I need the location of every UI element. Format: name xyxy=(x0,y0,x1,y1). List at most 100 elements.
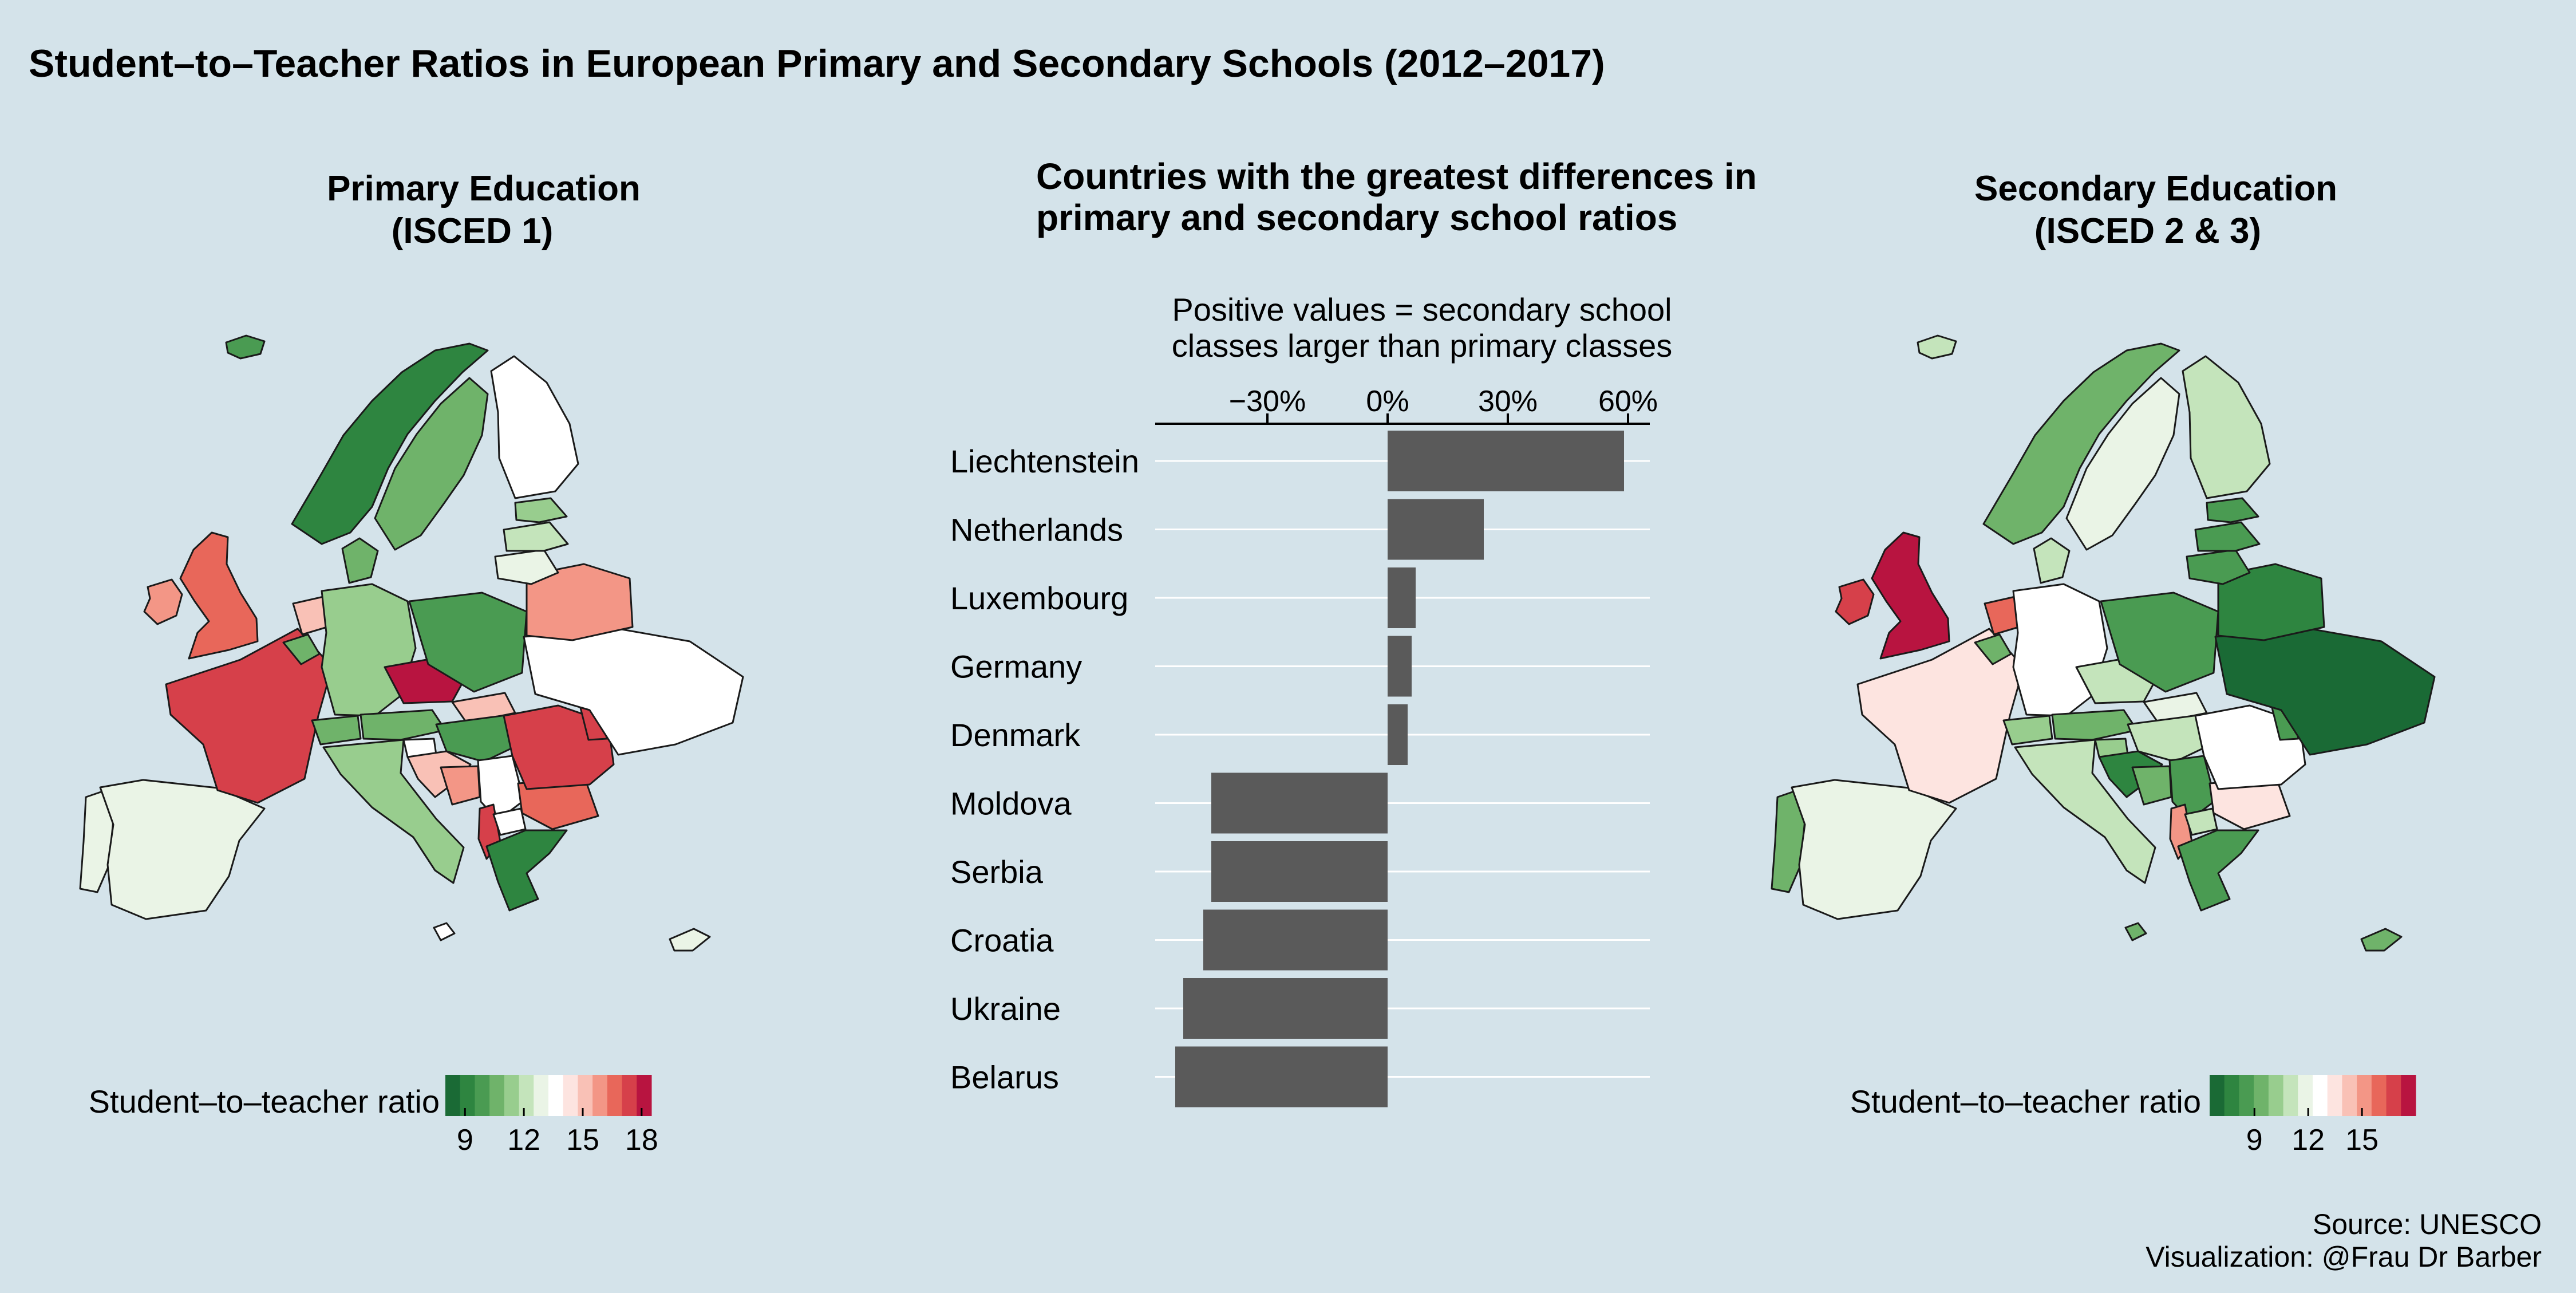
legend-swatch xyxy=(534,1075,549,1116)
legend-swatch xyxy=(2268,1075,2284,1116)
legend-swatch xyxy=(2371,1075,2387,1116)
country-united-kingdom xyxy=(179,531,259,660)
country-macedonia xyxy=(492,807,527,836)
bar-moldova xyxy=(1211,772,1388,834)
legend-tick-label: 12 xyxy=(2291,1124,2325,1157)
legend-swatch xyxy=(504,1075,520,1116)
legend-swatch xyxy=(2224,1075,2239,1116)
country-italy xyxy=(2014,739,2156,884)
bar-category-label-netherlands: Netherlands xyxy=(950,512,1123,548)
legend-swatch xyxy=(2298,1075,2313,1116)
bar-axis-tick-label: 60% xyxy=(1598,385,1658,418)
secondary-legend-ticks: 9 12 15 xyxy=(2246,1108,2379,1157)
country-hungary xyxy=(435,713,523,763)
country-ukraine xyxy=(2214,628,2436,756)
country-belgium xyxy=(1974,633,2012,665)
country-finland xyxy=(490,355,579,499)
primary-map xyxy=(79,334,744,952)
country-cyprus xyxy=(2360,928,2403,952)
legend-tick-label: 9 xyxy=(2246,1124,2263,1157)
secondary-map xyxy=(1771,334,2436,952)
country-belarus xyxy=(2217,563,2325,641)
legend-swatch xyxy=(519,1075,534,1116)
legend-swatch xyxy=(2357,1075,2372,1116)
country-ukraine xyxy=(523,628,744,756)
country-greece xyxy=(485,829,568,912)
bar-luxembourg xyxy=(1388,567,1416,628)
country-spain xyxy=(1791,779,1957,920)
legend-swatch xyxy=(2254,1075,2269,1116)
visualization-caption: Visualization: @Frau Dr Barber xyxy=(2146,1241,2542,1273)
bar-ukraine xyxy=(1183,978,1388,1039)
country-france xyxy=(165,628,333,804)
bar-axis-tick-label: 0% xyxy=(1366,385,1409,418)
secondary-title-line1: Secondary Education xyxy=(1974,169,2337,208)
bar-axis-tick-label: 30% xyxy=(1478,385,1538,418)
legend-swatch xyxy=(2327,1075,2342,1116)
country-denmark xyxy=(2033,537,2071,584)
bar-category-label-belarus: Belarus xyxy=(950,1059,1059,1095)
primary-title-line1: Primary Education xyxy=(327,169,641,208)
legend-tick-label: 15 xyxy=(566,1124,599,1157)
primary-legend-ticks: 9 12 15 18 xyxy=(457,1108,658,1157)
country-belgium xyxy=(282,633,321,665)
legend-tick-label: 18 xyxy=(625,1124,658,1157)
bar-panel-title-line2: primary and secondary school ratios xyxy=(1036,197,1677,238)
country-iceland xyxy=(225,334,266,360)
country-estonia xyxy=(2206,497,2259,523)
bar-category-label-serbia: Serbia xyxy=(950,854,1044,890)
bar-category-label-denmark: Denmark xyxy=(950,717,1081,753)
legend-swatch xyxy=(548,1075,564,1116)
legend-swatch xyxy=(445,1075,461,1116)
country-ireland xyxy=(143,578,183,625)
legend-swatch xyxy=(489,1075,505,1116)
bar-axis-tick-label: −30% xyxy=(1229,385,1306,418)
legend-swatch xyxy=(2239,1075,2254,1116)
country-poland xyxy=(2100,592,2219,693)
primary-panel: Primary Education (ISCED 1) Student–to–t… xyxy=(79,169,744,1157)
bar-croatia xyxy=(1203,909,1388,971)
secondary-panel: Secondary Education (ISCED 2 & 3) Studen… xyxy=(1771,169,2436,1157)
country-sweden xyxy=(2065,377,2180,551)
country-latvia xyxy=(503,521,569,552)
legend-swatch xyxy=(592,1075,608,1116)
country-malta xyxy=(433,922,456,941)
country-malta xyxy=(2124,922,2147,941)
country-switzerland xyxy=(311,715,362,746)
secondary-legend-title: Student–to–teacher ratio xyxy=(1850,1083,2201,1119)
legend-swatch xyxy=(622,1075,637,1116)
country-austria xyxy=(359,709,447,741)
legend-tick-label: 15 xyxy=(2345,1124,2379,1157)
primary-title-line2: (ISCED 1) xyxy=(392,211,553,251)
country-bosnia-and-herzegovina xyxy=(440,765,481,806)
country-greece xyxy=(2177,829,2259,912)
legend-swatch xyxy=(2283,1075,2298,1116)
legend-swatch xyxy=(2342,1075,2357,1116)
country-estonia xyxy=(514,497,568,523)
country-hungary xyxy=(2127,713,2215,763)
country-united-kingdom xyxy=(1871,531,1950,660)
country-belarus xyxy=(526,563,634,641)
country-cyprus xyxy=(669,928,711,952)
bar-panel-title-line1: Countries with the greatest differences … xyxy=(1036,156,1757,197)
country-norway xyxy=(291,342,489,545)
country-sweden xyxy=(374,377,489,551)
bar-serbia xyxy=(1211,841,1388,902)
country-latvia xyxy=(2194,521,2261,552)
legend-swatch xyxy=(2401,1075,2416,1116)
bar-category-label-luxembourg: Luxembourg xyxy=(950,580,1128,616)
legend-swatch xyxy=(460,1075,475,1116)
bar-category-label-germany: Germany xyxy=(950,649,1082,685)
bar-netherlands xyxy=(1388,499,1484,560)
bar-series xyxy=(1175,431,1624,1107)
bar-category-label-croatia: Croatia xyxy=(950,923,1054,959)
country-denmark xyxy=(341,537,379,584)
secondary-legend: Student–to–teacher ratio 9 12 15 xyxy=(1850,1075,2416,1157)
bar-belarus xyxy=(1175,1046,1388,1107)
source-caption: Source: UNESCO xyxy=(2313,1208,2542,1240)
bar-category-labels: Liechtenstein Netherlands Luxembourg German… xyxy=(950,443,1139,1095)
legend-swatch xyxy=(2210,1075,2225,1116)
country-bosnia-and-herzegovina xyxy=(2131,765,2172,806)
country-finland xyxy=(2182,355,2271,499)
